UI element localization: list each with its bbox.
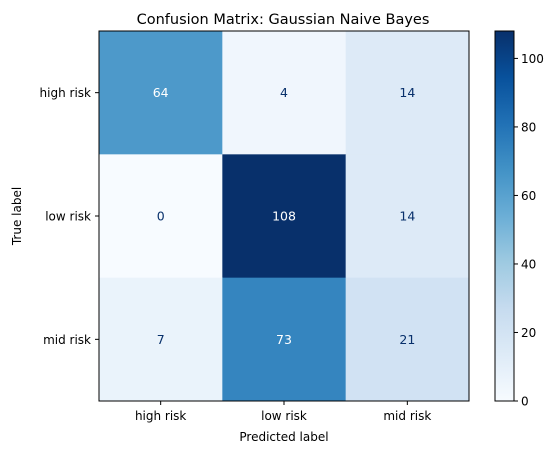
- heatmap-cell: [222, 154, 347, 279]
- heatmap-cell: [345, 277, 470, 402]
- cell-value-label: 4: [280, 85, 288, 100]
- x-tick-label: mid risk: [383, 409, 431, 423]
- cell-value-label: 64: [153, 85, 169, 100]
- colorbar-tick-label: 40: [521, 257, 536, 271]
- heatmap-cell: [99, 277, 223, 402]
- cell-value-label: 21: [399, 332, 415, 347]
- chart-title: Confusion Matrix: Gaussian Naive Bayes: [137, 12, 430, 28]
- heatmap-cell: [222, 31, 347, 155]
- colorbar-tick-label: 80: [521, 120, 536, 134]
- heatmap-cell: [222, 277, 347, 402]
- heatmap-cell: [345, 31, 470, 155]
- heatmap-cell: [99, 31, 223, 155]
- x-axis: high risk low risk mid risk: [135, 401, 431, 423]
- y-tick-label: low risk: [45, 210, 91, 224]
- cell-value-label: 73: [276, 332, 292, 347]
- colorbar-ticks: 0 20 40 60 80 100: [514, 52, 544, 409]
- colorbar-tick-label: 60: [521, 189, 536, 203]
- colorbar-tick-label: 0: [521, 395, 529, 409]
- cell-value-label: 7: [157, 332, 165, 347]
- heatmap-cell: [345, 154, 470, 279]
- y-axis: high risk low risk mid risk: [40, 86, 99, 347]
- x-tick-label: low risk: [261, 409, 307, 423]
- colorbar-tick-label: 20: [521, 326, 536, 340]
- x-tick-label: high risk: [135, 409, 186, 423]
- y-axis-label: True label: [10, 187, 24, 246]
- cell-value-label: 108: [272, 209, 296, 224]
- cell-value-label: 14: [399, 85, 415, 100]
- y-tick-label: high risk: [40, 86, 91, 100]
- colorbar: [494, 30, 515, 402]
- heatmap-cells: 64 4 14 0 108 14 7 73 21: [99, 31, 470, 402]
- cell-value-label: 0: [157, 209, 165, 224]
- cell-value-label: 14: [399, 209, 415, 224]
- colorbar-tick-label: 100: [521, 52, 544, 66]
- y-tick-label: mid risk: [43, 333, 91, 347]
- x-axis-label: Predicted label: [239, 430, 328, 444]
- heatmap-cell: [99, 154, 223, 279]
